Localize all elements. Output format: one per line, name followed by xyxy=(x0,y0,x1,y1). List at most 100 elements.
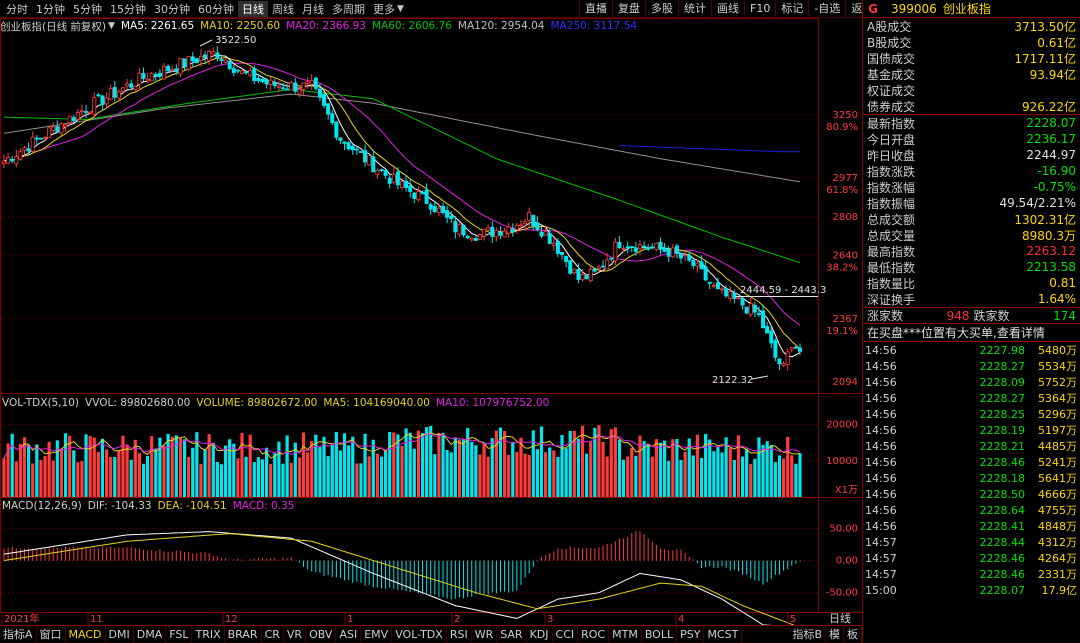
bottom-right-tab[interactable]: 板 xyxy=(844,626,862,643)
indicator-tab[interactable]: EMV xyxy=(361,626,393,643)
period-tab[interactable]: 1分钟 xyxy=(36,2,65,16)
stock-name: 创业板指 xyxy=(942,2,991,16)
indicator-tab[interactable]: ROC xyxy=(578,626,610,643)
candle-body xyxy=(141,73,146,79)
indicator-tab[interactable]: 指标A xyxy=(0,626,37,643)
volume-bar xyxy=(638,435,642,497)
candle-body xyxy=(428,204,433,210)
period-tab[interactable]: 月线 xyxy=(302,2,324,16)
period-tab[interactable]: 60分钟 xyxy=(198,2,234,16)
volume-bar xyxy=(35,444,39,497)
big-order-notice[interactable]: 在买盘***位置有大买单,查看详情 xyxy=(863,323,1080,341)
period-tab[interactable]: 多周期 xyxy=(332,2,365,16)
volume-bar xyxy=(133,439,137,497)
indicator-tab[interactable]: BOLL xyxy=(642,626,678,643)
legend-arrow-icon[interactable]: ▼ xyxy=(108,21,115,31)
candle-body xyxy=(609,257,614,260)
candle-body xyxy=(207,51,212,61)
indicator-tab[interactable]: PSY xyxy=(677,626,705,643)
quote-value: 8980.3万 xyxy=(1022,228,1076,243)
indicator-tab[interactable]: BRAR xyxy=(225,626,262,643)
toolbar-button[interactable]: -自选 xyxy=(808,0,845,18)
chart-frame xyxy=(0,18,819,613)
indicator-tab[interactable]: RSI xyxy=(447,626,472,643)
chart-title[interactable]: 创业板指(日线 前复权) xyxy=(0,20,107,33)
volume-bar xyxy=(117,450,121,497)
indicator-tab[interactable]: MACD xyxy=(66,626,106,643)
toolbar-button[interactable]: 标记 xyxy=(775,0,808,18)
volume-bar xyxy=(777,455,782,497)
trade-row: 15:00 2228.07 17.9亿 xyxy=(863,582,1080,598)
volume-bar xyxy=(281,463,285,497)
candle-body xyxy=(55,126,60,133)
indicator-tab[interactable]: SAR xyxy=(497,626,527,643)
volume-bar xyxy=(773,462,777,497)
trade-price: 2227.98 xyxy=(979,343,1026,357)
period-tab[interactable]: 更多 xyxy=(373,2,395,16)
candle-body xyxy=(498,232,503,236)
candle-body xyxy=(711,284,716,287)
toolbar-button[interactable]: 复盘 xyxy=(612,0,645,18)
bottom-right-tab[interactable]: 模 xyxy=(826,626,844,643)
trade-time: 14:56 xyxy=(865,391,897,405)
fall-label: 跌家数 xyxy=(973,309,1010,323)
volume-bar xyxy=(404,428,408,497)
period-tab[interactable]: 15分钟 xyxy=(110,2,146,16)
trade-row: 14:56 2228.09 5752万 xyxy=(863,374,1080,390)
toolbar-button[interactable]: 多股 xyxy=(645,0,678,18)
period-tab[interactable]: 日线 xyxy=(238,0,268,17)
indicator-tab[interactable]: WR xyxy=(472,626,498,643)
candle-body xyxy=(527,212,532,221)
candle-body xyxy=(592,268,597,272)
period-tab[interactable]: 30分钟 xyxy=(154,2,190,16)
trade-price: 2228.50 xyxy=(979,487,1026,501)
candle-body xyxy=(535,222,540,230)
notice-text[interactable]: 在买盘***位置有大买单,查看详情 xyxy=(867,326,1045,340)
toolbar-button[interactable]: 直播 xyxy=(579,0,612,18)
candle-body xyxy=(756,313,761,315)
indicator-tab[interactable]: CCI xyxy=(553,626,579,643)
indicator-tab[interactable]: ASI xyxy=(336,626,362,643)
period-tab[interactable]: 5分钟 xyxy=(73,2,102,16)
period-tab[interactable]: 周线 xyxy=(272,2,294,16)
indicator-tab[interactable]: TRIX xyxy=(192,626,225,643)
indicator-tab[interactable]: 窗口 xyxy=(37,626,66,643)
indicator-tab[interactable]: VR xyxy=(284,626,307,643)
volume-bar xyxy=(728,448,732,497)
toolbar-button[interactable]: F10 xyxy=(744,0,775,18)
candle-body xyxy=(268,79,273,85)
volume-bar xyxy=(22,437,27,497)
indicator-tab[interactable]: FSL xyxy=(166,626,193,643)
candle-body xyxy=(219,59,224,61)
candle-body xyxy=(88,111,93,114)
trade-time: 14:57 xyxy=(865,535,897,549)
indicator-tab[interactable]: CR xyxy=(262,626,284,643)
period-tab[interactable]: 分时 xyxy=(6,2,28,16)
trade-time: 14:57 xyxy=(865,551,897,565)
trade-volume: 5534万 xyxy=(1038,360,1077,373)
candle-body xyxy=(793,346,798,349)
turnover-list: A股成交 3713.50亿 B股成交 0.61亿 国债成交 1717.11亿 基金成交 93.… xyxy=(863,18,1080,114)
fib-pct-label: 38.2% xyxy=(826,263,858,274)
volume-bar xyxy=(76,462,80,497)
indicator-tab[interactable]: DMA xyxy=(134,626,167,643)
indicator-tab[interactable]: MTM xyxy=(609,626,642,643)
indicator-tab[interactable]: OBV xyxy=(306,626,337,643)
legend-ma60: MA60: 2606.76 xyxy=(371,20,452,32)
trade-row: 14:57 2228.46 4264万 xyxy=(863,550,1080,566)
candle-body xyxy=(34,137,39,140)
fib-pct-label: 19.1% xyxy=(826,326,858,337)
trade-volume: 5296万 xyxy=(1038,408,1077,421)
bottom-right-tab[interactable]: 指标B xyxy=(789,626,826,643)
vol-ma5: MA5: 104169040.00 xyxy=(323,397,430,409)
rise-label: 涨家数 xyxy=(867,309,904,323)
indicator-tab[interactable]: KDJ xyxy=(527,626,553,643)
indicator-tab[interactable]: VOL-TDX xyxy=(392,626,447,643)
indicator-tab[interactable]: MCST xyxy=(704,626,743,643)
indicator-tab[interactable]: DMI xyxy=(106,626,134,643)
toolbar-button[interactable]: 画线 xyxy=(711,0,744,18)
volume-bar xyxy=(626,456,630,497)
more-arrow-icon[interactable]: ▼ xyxy=(397,3,404,14)
toolbar-button[interactable]: 统计 xyxy=(678,0,711,18)
